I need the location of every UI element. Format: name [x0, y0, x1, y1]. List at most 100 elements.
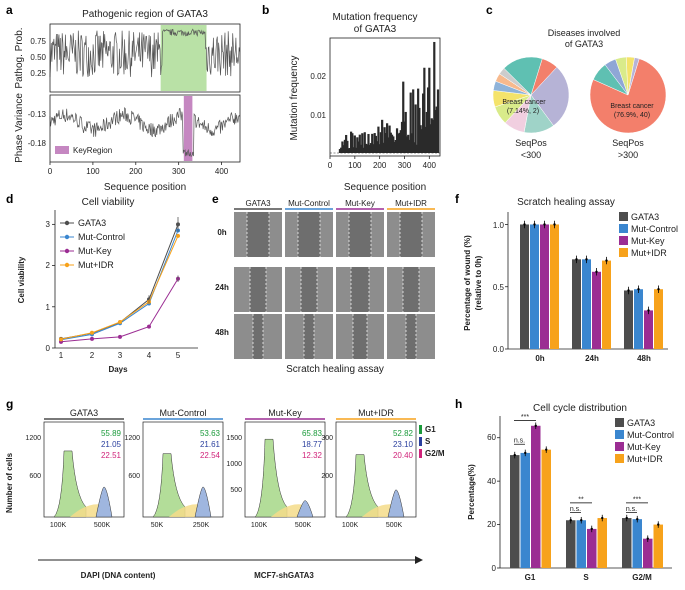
- cell-cycle-bar: [643, 538, 653, 568]
- pg-sample-title: GATA3: [70, 408, 98, 418]
- pf-legend-label: Mut-Control: [631, 224, 678, 234]
- pa-ytick-top: 0.50: [30, 53, 46, 62]
- mutation-frequency-bar: [348, 147, 351, 153]
- panel-h: Cell cycle distribution G1 S G2/M *** n.s. **…: [467, 403, 674, 582]
- pa-xlabel: Sequence position: [104, 182, 186, 193]
- pa-ytick-top: 0.25: [30, 69, 46, 78]
- scratch-bar: [550, 224, 559, 349]
- mutation-frequency-bar: [415, 144, 419, 153]
- panel-b: Mutation frequency of GATA3 0 100 200 300 40…: [289, 12, 441, 193]
- mutation-frequency-bar: [363, 132, 366, 153]
- cell-cycle-dot: [534, 424, 537, 427]
- mutation-frequency-bar: [435, 106, 438, 153]
- mutation-frequency-bar: [346, 140, 349, 153]
- pg-phase-label: G1: [425, 425, 436, 434]
- pa-ytick-bottom: -0.13: [28, 110, 47, 119]
- pf-ylabel: Percentage of wound (%): [463, 235, 472, 331]
- pf-legend-label: Mut+IDR: [631, 248, 667, 258]
- g2m-percent: 12.32: [302, 451, 323, 460]
- mutation-frequency-bar: [425, 111, 428, 153]
- g2m-percent: 22.54: [200, 451, 221, 460]
- mutation-frequency-bar: [382, 142, 385, 153]
- mutation-frequency-bar: [350, 131, 353, 153]
- significance-label: n.s.: [570, 506, 581, 513]
- cell-cycle-bar: [576, 520, 586, 568]
- pie-slice: [503, 56, 543, 96]
- scratch-bar: [624, 290, 633, 349]
- mutation-frequency-bar: [367, 133, 370, 153]
- cell-cycle-dot: [590, 527, 593, 531]
- panel-label-d: d: [6, 192, 13, 206]
- pa-ytick-top: 0.75: [30, 37, 46, 46]
- mutation-frequency-bar: [372, 144, 375, 153]
- mutation-frequency-bar: [418, 107, 421, 153]
- pd-legend-label: Mut+IDR: [78, 260, 114, 270]
- pg-xtick-label: 100K: [342, 522, 359, 529]
- mutation-frequency-bar: [362, 147, 365, 153]
- mutation-frequency-bar: [417, 88, 420, 153]
- scratch-wound-gap: [400, 212, 422, 257]
- significance-label: n.s.: [514, 438, 525, 445]
- ph-ytick: 20: [487, 520, 496, 529]
- cell-cycle-bar: [597, 518, 607, 568]
- mutation-frequency-bar: [371, 133, 374, 153]
- mutation-frequency-bar: [377, 126, 380, 153]
- pb-xlabel: Sequence position: [344, 182, 426, 193]
- panel-label-e: e: [212, 192, 219, 206]
- cell-cycle-bar: [566, 520, 576, 568]
- pd-xtick: 5: [176, 351, 181, 360]
- mutation-frequency-bar: [412, 89, 415, 153]
- mutation-frequency-bar: [383, 127, 386, 153]
- pa-xtick-label: 300: [172, 167, 186, 176]
- pd-title: Cell viability: [82, 197, 135, 208]
- ph-xtick-label: S: [583, 573, 589, 582]
- pb-ylabel: Mutation frequency: [289, 55, 300, 140]
- mutation-frequency-bar: [356, 137, 359, 153]
- pd-legend-marker: [64, 248, 70, 254]
- pd-legend-marker: [64, 234, 70, 240]
- mutation-frequency-bar: [345, 134, 348, 153]
- pg-ytick-label: 1200: [124, 435, 140, 442]
- cell-cycle-bar: [541, 449, 551, 568]
- cell-cycle-dot: [569, 519, 572, 522]
- scratch-wound-gap: [304, 314, 314, 359]
- scratch-bar: [644, 310, 653, 349]
- pg-ytick-label: 600: [29, 473, 41, 480]
- scratch-dot: [533, 223, 536, 226]
- pd-legend-marker: [64, 220, 70, 226]
- cell-cycle-bar: [531, 425, 541, 568]
- cell-cycle-dot: [513, 453, 516, 457]
- pf-legend-label: GATA3: [631, 212, 659, 222]
- ph-ytick: 0: [492, 564, 497, 573]
- pf-legend-swatch: [619, 224, 628, 233]
- pe-row-label: 24h: [215, 283, 229, 292]
- mutation-frequency-bar: [386, 123, 389, 153]
- ph-ytick: 60: [487, 433, 496, 442]
- mutation-frequency-bar: [374, 135, 378, 153]
- panel-a-bottom-frame: [49, 94, 241, 163]
- mutation-frequency-bar: [392, 136, 395, 153]
- cell-cycle-dot: [625, 516, 628, 520]
- mutation-frequency-bar: [357, 141, 360, 153]
- pd-xtick: 1: [59, 351, 64, 360]
- ph-ytick: 40: [487, 477, 496, 486]
- pf-title: Scratch healing assay: [517, 197, 615, 208]
- pa-ytick-bottom: -0.18: [28, 139, 47, 148]
- mutation-frequency-bar: [428, 67, 431, 153]
- panel-label-b: b: [262, 3, 269, 17]
- g2m-peak: [296, 500, 314, 518]
- panel-g: GATA3 55.89 21.05 22.51 1200 600 100K 500K Mut-C…: [5, 408, 445, 580]
- mutation-frequency-bar: [419, 125, 422, 153]
- pg-ytick-label: 1000: [226, 461, 242, 468]
- mutation-frequency-bar: [407, 134, 410, 153]
- viability-point: [118, 320, 122, 325]
- pg-phase-label: G2/M: [425, 449, 445, 458]
- pg-ytick-label: 200: [321, 473, 333, 480]
- pb-ytick: 0.02: [310, 72, 326, 81]
- mutation-frequency-bar: [413, 142, 416, 153]
- pd-legend-label: Mut-Control: [78, 232, 125, 242]
- pf-legend-swatch: [619, 212, 628, 221]
- pb-title: Mutation frequency: [332, 12, 417, 23]
- pf-legend-swatch: [619, 248, 628, 257]
